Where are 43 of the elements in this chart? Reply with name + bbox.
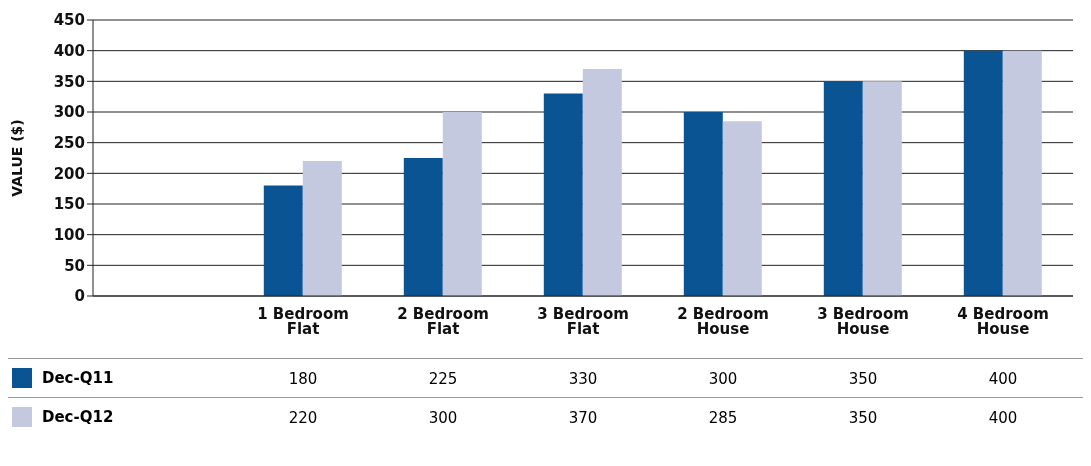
x-tick-label: 2 Bedroom Flat: [397, 304, 489, 338]
y-tick-label: 0: [74, 287, 85, 306]
x-tick-label: 2 Bedroom House: [677, 304, 769, 338]
data-label: 220: [287, 409, 319, 427]
bar: [823, 81, 863, 296]
data-label: 350: [847, 409, 879, 427]
y-tick-label: 150: [53, 195, 85, 214]
data-label: 400: [987, 370, 1019, 388]
y-tick-label: 200: [53, 164, 85, 183]
y-axis-title: VALUE ($): [8, 119, 25, 197]
y-tick-label: 300: [53, 103, 85, 122]
bar: [543, 93, 583, 296]
bar: [1002, 50, 1042, 296]
data-label: 300: [707, 370, 739, 388]
data-label: 300: [427, 409, 459, 427]
x-tick-label: 3 Bedroom Flat: [537, 304, 629, 338]
x-tick-label: 1 Bedroom Flat: [257, 304, 349, 338]
bar: [442, 112, 482, 296]
y-tick-label: 450: [53, 11, 85, 30]
bar: [862, 81, 902, 296]
legend-label: Dec-Q11: [42, 369, 114, 387]
bar: [263, 185, 303, 296]
y-tick-label: 100: [53, 225, 85, 244]
x-tick-label: 3 Bedroom House: [817, 304, 909, 338]
data-label: 225: [427, 370, 459, 388]
bar: [403, 158, 443, 296]
y-tick-label: 250: [53, 133, 85, 152]
bar: [582, 69, 622, 296]
legend-label: Dec-Q12: [42, 408, 114, 426]
data-label: 330: [567, 370, 599, 388]
bar: [963, 50, 1003, 296]
data-label: 285: [707, 409, 739, 427]
y-tick-label: 350: [53, 72, 85, 91]
data-label: 370: [567, 409, 599, 427]
data-label: 180: [287, 370, 319, 388]
x-tick-label: 4 Bedroom House: [957, 304, 1049, 338]
bar: [722, 121, 762, 296]
bar: [302, 161, 342, 296]
y-tick-label: 50: [64, 256, 85, 275]
bar: [683, 112, 723, 296]
y-tick-label: 400: [53, 41, 85, 60]
data-label: 350: [847, 370, 879, 388]
data-label: 400: [987, 409, 1019, 427]
